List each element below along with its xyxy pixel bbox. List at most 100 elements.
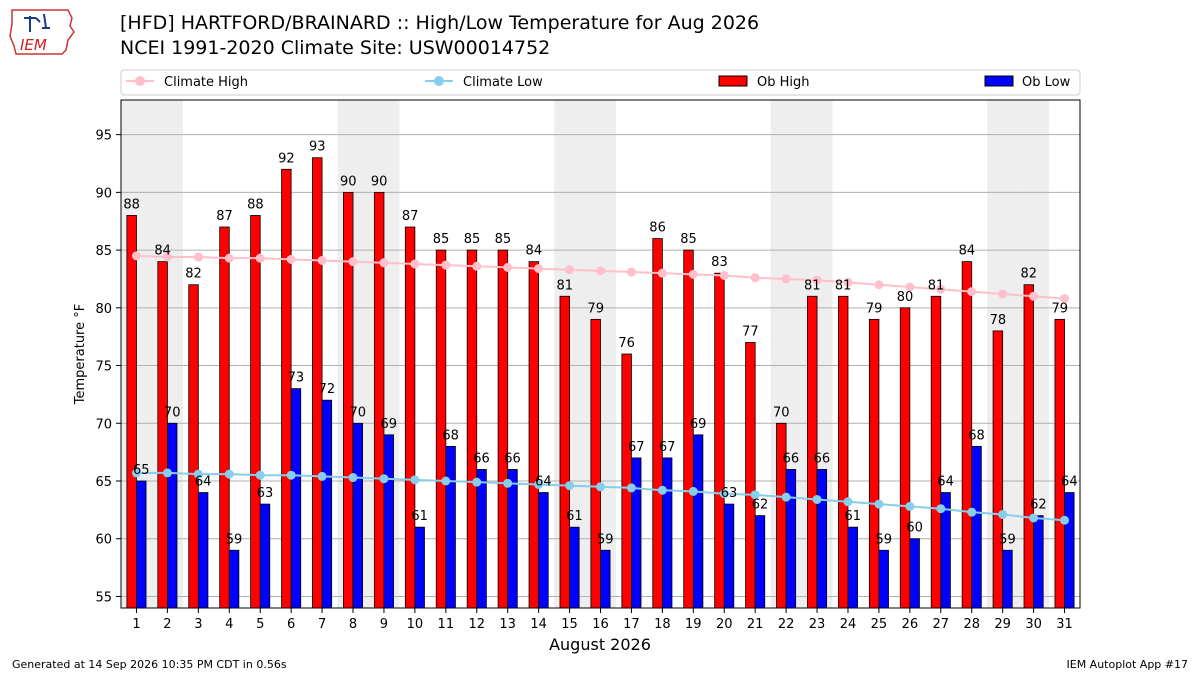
climate-low-point xyxy=(998,509,1008,519)
ob-high-value-label: 85 xyxy=(433,232,450,247)
legend-ob-low-swatch xyxy=(984,75,1014,87)
ob-high-value-label: 84 xyxy=(526,244,543,259)
climate-low-point xyxy=(781,492,791,502)
ob-low-bar xyxy=(476,469,487,609)
ob-high-value-label: 85 xyxy=(495,232,512,247)
ob-low-bar xyxy=(754,515,766,609)
legend-climate-high-label: Climate High xyxy=(164,75,248,90)
x-tick-label: 26 xyxy=(902,617,919,632)
climate-high-point xyxy=(874,280,884,290)
legend-ob-low-label: Ob Low xyxy=(1022,75,1071,90)
generated-timestamp: Generated at 14 Sep 2026 10:35 PM CDT in… xyxy=(12,658,287,671)
x-tick-label: 15 xyxy=(561,617,578,632)
climate-low-point xyxy=(286,470,296,480)
climate-high-point xyxy=(472,261,482,271)
ob-high-value-label: 87 xyxy=(216,209,233,224)
ob-low-bar xyxy=(909,538,920,609)
ob-high-value-label: 81 xyxy=(928,278,945,293)
y-axis-label: Temperature °F xyxy=(73,304,88,405)
legend-ob-high-label: Ob High xyxy=(757,75,810,90)
ob-high-value-label: 82 xyxy=(185,267,202,282)
climate-high-point xyxy=(1060,294,1070,304)
ob-low-bar xyxy=(569,526,580,609)
ob-high-value-label: 81 xyxy=(835,278,852,293)
climate-low-point xyxy=(317,471,327,481)
x-tick-label: 2 xyxy=(163,617,171,632)
ob-low-value-label: 68 xyxy=(968,428,985,443)
climate-high-point xyxy=(843,277,853,287)
climate-low-point xyxy=(472,477,482,487)
x-tick-label: 31 xyxy=(1056,617,1073,632)
ob-low-value-label: 66 xyxy=(814,451,831,466)
ob-low-bar xyxy=(692,434,704,609)
iem-logo: IEM xyxy=(6,6,78,58)
y-tick-label: 70 xyxy=(95,417,112,432)
climate-high-point xyxy=(534,264,544,274)
climate-high-point xyxy=(998,289,1008,299)
ob-low-bar xyxy=(661,457,673,609)
y-tick-label: 80 xyxy=(95,302,112,317)
climate-high-point xyxy=(379,258,389,268)
y-tick-label: 60 xyxy=(95,533,112,548)
ob-low-value-label: 66 xyxy=(504,451,521,466)
logo-text: IEM xyxy=(20,36,47,54)
climate-high-point xyxy=(162,252,172,262)
climate-low-point xyxy=(843,497,853,507)
ob-high-value-label: 82 xyxy=(1021,267,1038,282)
climate-low-point xyxy=(812,494,822,504)
ob-low-bar xyxy=(445,445,456,609)
ob-high-value-label: 88 xyxy=(247,197,264,212)
climate-high-point xyxy=(286,254,296,264)
ob-high-value-label: 83 xyxy=(711,255,728,270)
x-tick-label: 27 xyxy=(933,617,950,632)
ob-low-value-label: 61 xyxy=(845,509,862,524)
ob-high-value-label: 76 xyxy=(618,336,635,351)
ob-high-value-label: 86 xyxy=(649,221,666,236)
x-tick-label: 22 xyxy=(778,617,795,632)
weather-station-icon xyxy=(24,13,50,32)
ob-low-bar xyxy=(352,422,364,609)
ob-high-value-label: 81 xyxy=(804,278,821,293)
ob-high-value-label: 92 xyxy=(278,151,295,166)
y-tick-label: 85 xyxy=(95,244,112,259)
climate-high-point xyxy=(1029,291,1039,301)
climate-low-point xyxy=(967,507,977,517)
ob-low-bar xyxy=(971,445,982,609)
climate-high-point xyxy=(688,269,698,279)
climate-low-point xyxy=(379,474,389,484)
x-tick-label: 10 xyxy=(407,617,424,632)
ob-low-value-label: 69 xyxy=(380,417,397,432)
climate-low-point xyxy=(534,479,544,489)
ob-low-bar xyxy=(507,469,518,609)
bar-value-labels: 88 65 84 70 82 64 87 59 88 63 92 73 93 72 90 70 90 69 87 61… xyxy=(123,140,1077,548)
ob-high-value-label: 93 xyxy=(309,140,326,155)
x-tick-label: 16 xyxy=(592,617,609,632)
legend-climate-low: Climate Low xyxy=(425,75,543,90)
x-tick-label: 30 xyxy=(1025,617,1042,632)
ob-high-value-label: 70 xyxy=(773,405,790,420)
ob-low-value-label: 59 xyxy=(875,532,892,547)
ob-low-value-label: 64 xyxy=(937,475,954,490)
ob-low-bar xyxy=(1002,549,1013,609)
climate-high-point xyxy=(224,253,234,263)
climate-high-point xyxy=(719,270,729,280)
x-tick-label: 12 xyxy=(468,617,485,632)
ob-high-bar xyxy=(621,353,632,609)
ob-low-value-label: 64 xyxy=(535,475,552,490)
x-tick-label: 21 xyxy=(747,617,764,632)
x-tick-label: 24 xyxy=(840,617,857,632)
climate-low-point xyxy=(441,476,451,486)
climate-low-point xyxy=(565,481,575,491)
ob-high-bar xyxy=(868,318,880,609)
ob-low-bar xyxy=(197,492,209,609)
climate-low-point xyxy=(1060,515,1070,525)
climate-high-point xyxy=(626,267,636,277)
climate-low-point xyxy=(1029,513,1039,523)
legend-climate-high-marker xyxy=(135,76,145,86)
ob-low-bar xyxy=(847,526,858,609)
ob-high-value-label: 85 xyxy=(464,232,481,247)
climate-low-point xyxy=(626,483,636,493)
ob-low-value-label: 60 xyxy=(906,521,923,536)
ob-high-bar xyxy=(343,191,354,609)
